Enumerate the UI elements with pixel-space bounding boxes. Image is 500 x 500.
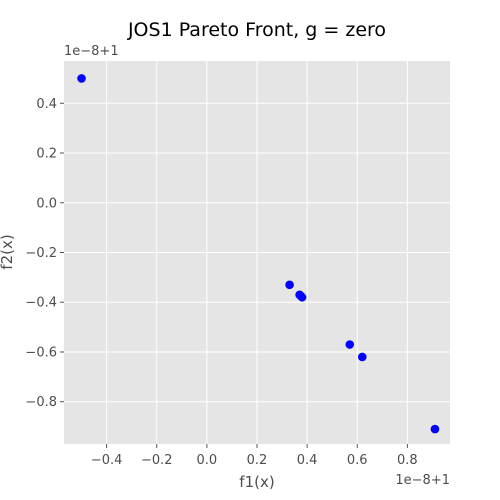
x-tick-label: 0.8 [397, 453, 418, 468]
y-tick-label: 0.2 [36, 147, 57, 162]
data-point [298, 293, 307, 302]
x-tick-label: 0.0 [197, 453, 218, 468]
y-tick-label: −0.6 [25, 345, 57, 360]
y-tick-label: −0.2 [25, 246, 57, 261]
x-axis-label: f1(x) [239, 473, 274, 491]
y-tick-label: −0.4 [25, 296, 57, 311]
y-tick-label: −0.8 [25, 395, 57, 410]
y-tick-label: 0.4 [36, 97, 57, 112]
y-axis-label: f2(x) [0, 234, 16, 269]
data-point [345, 340, 354, 349]
x-offset-label: 1e−8+1 [395, 473, 450, 488]
x-tick-label: −0.4 [91, 453, 123, 468]
data-point [358, 353, 367, 362]
data-point [285, 281, 294, 290]
y-tick-label: 0.0 [36, 196, 57, 211]
y-axis-ticks: 0.4 0.2 0.0 −0.2 −0.4 −0.6 −0.8 [25, 97, 64, 410]
x-tick-label: −0.2 [141, 453, 173, 468]
x-tick-label: 0.2 [247, 453, 268, 468]
x-tick-label: 0.4 [297, 453, 318, 468]
data-point [77, 74, 86, 83]
chart-title: JOS1 Pareto Front, g = zero [127, 19, 386, 41]
x-axis-ticks: −0.4 −0.2 0.0 0.2 0.4 0.6 0.8 [91, 444, 418, 468]
y-offset-label: 1e−8+1 [64, 44, 119, 59]
data-point [431, 425, 440, 434]
x-tick-label: 0.6 [347, 453, 368, 468]
